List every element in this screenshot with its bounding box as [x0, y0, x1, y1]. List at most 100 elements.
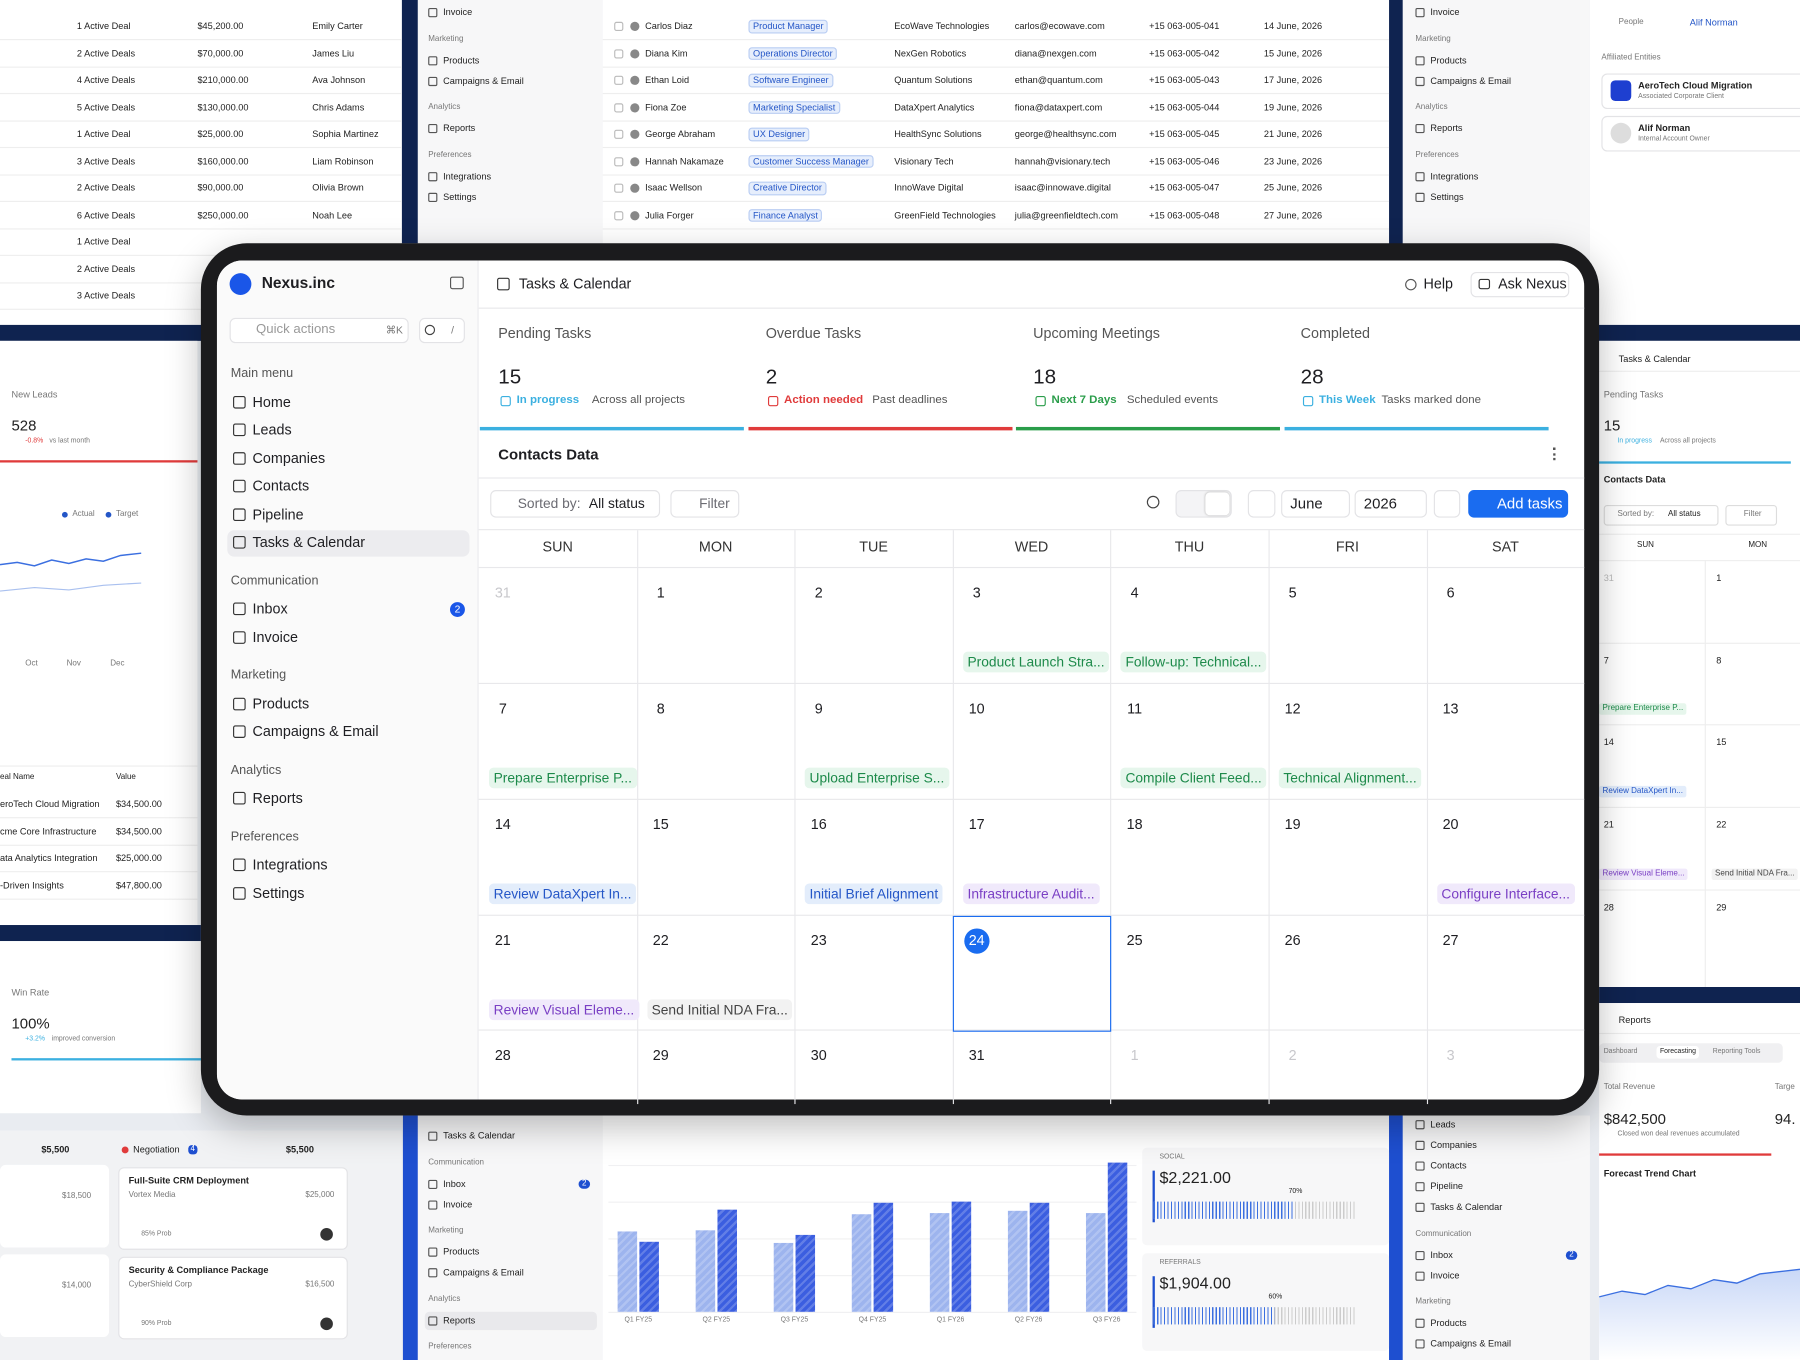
event[interactable]: Technical Alignment... — [1278, 767, 1422, 789]
add-button[interactable] — [1468, 490, 1569, 518]
text: Software Engineer — [748, 73, 834, 87]
year-select[interactable] — [1354, 490, 1427, 518]
next-button[interactable] — [1433, 490, 1461, 518]
grid-line — [608, 1164, 1137, 1167]
text: 29 — [1716, 902, 1727, 913]
text: Tasks & Calendar — [443, 1130, 516, 1142]
day-number: 18 — [1126, 816, 1143, 833]
stat-value: 28 — [1300, 365, 1324, 389]
event[interactable]: Initial Brief Alignment — [804, 883, 943, 905]
text: Filter — [699, 495, 730, 512]
help-button[interactable]: Help — [1423, 276, 1453, 293]
text: Campaigns & Email — [1430, 1338, 1512, 1349]
nav-item[interactable]: Companies — [252, 449, 326, 466]
month-select[interactable] — [1281, 490, 1351, 518]
divider — [1599, 560, 1800, 562]
text: Alif Norman — [1689, 17, 1738, 28]
tab[interactable]: Forecasting — [1656, 1046, 1700, 1059]
event[interactable]: Infrastructure Audit... — [962, 883, 1100, 905]
text: Noah Lee — [312, 209, 353, 221]
text: DataXpert Analytics — [894, 101, 975, 113]
nav-item[interactable]: Home — [252, 393, 291, 410]
tab[interactable]: Reporting Tools — [1712, 1048, 1761, 1056]
stat-note: Across all projects — [591, 393, 686, 407]
day-number: 29 — [652, 1047, 669, 1064]
nav-item[interactable]: Products — [252, 695, 310, 712]
divider — [952, 530, 954, 1105]
row-divider — [0, 119, 402, 122]
text: Contacts Data — [1603, 474, 1666, 485]
stat-tag: Action needed — [784, 393, 864, 407]
sort-button[interactable] — [490, 490, 661, 518]
text: -0.8% — [25, 437, 44, 445]
text: 15 — [1716, 737, 1727, 748]
day-number: 3 — [1446, 1047, 1455, 1064]
panel-title: Contacts Data — [498, 445, 599, 463]
line-chart — [1598, 1239, 1800, 1360]
avatar — [630, 129, 640, 139]
text: $34,500.00 — [115, 826, 162, 837]
text: Reports — [1430, 123, 1463, 134]
section-title: Marketing — [230, 668, 287, 683]
event[interactable]: Follow-up: Technical... — [1120, 651, 1267, 673]
text: 23 June, 2026 — [1263, 155, 1323, 167]
nav-item[interactable]: Campaigns & Email — [252, 723, 379, 740]
nav-item[interactable]: Reports — [252, 790, 303, 807]
row-divider — [0, 844, 198, 846]
day-number: 16 — [810, 816, 827, 833]
prev-button[interactable] — [1247, 490, 1276, 518]
bar — [951, 1201, 972, 1312]
text: SUN — [1636, 541, 1654, 550]
text: InnoWave Digital — [894, 182, 964, 194]
text: 6 Active Deals — [76, 209, 136, 221]
day-number: 12 — [1284, 700, 1301, 717]
collapse-button[interactable] — [450, 276, 464, 290]
text: NexGen Robotics — [894, 47, 967, 59]
event[interactable]: Compile Client Feed... — [1120, 767, 1267, 789]
stat-note: Past deadlines — [872, 393, 948, 407]
event[interactable]: Review DataXpert In... — [489, 883, 637, 905]
text: carlos@ecowave.com — [1014, 20, 1105, 32]
text: julia@greenfieldtech.com — [1014, 209, 1119, 221]
search-button[interactable] — [1146, 495, 1160, 509]
menu-button[interactable] — [1553, 447, 1556, 461]
nav-item[interactable]: Invoice — [252, 628, 299, 645]
nav-item[interactable]: Tasks & Calendar — [252, 534, 366, 551]
text: 85% Prob — [141, 1230, 172, 1238]
stat-tag: In progress — [516, 393, 580, 407]
nav-item[interactable]: Settings — [252, 884, 305, 901]
text: 31 — [1603, 572, 1614, 584]
text: Win Rate — [11, 987, 50, 998]
text: +15 063-005-043 — [1149, 74, 1220, 86]
ask-button[interactable] — [1470, 272, 1570, 298]
filter-button[interactable] — [670, 490, 740, 518]
text: +15 063-005-048 — [1149, 209, 1220, 221]
weekday: MON — [698, 538, 733, 555]
event[interactable]: Review Visual Eleme... — [489, 999, 639, 1021]
event[interactable]: Product Launch Stra... — [962, 651, 1110, 673]
nav-item[interactable]: Pipeline — [252, 506, 304, 523]
day-number: 30 — [810, 1047, 827, 1064]
event[interactable]: Send Initial NDA Fra... — [646, 999, 793, 1021]
nav-item[interactable]: Inbox — [252, 600, 288, 617]
quick-actions[interactable] — [229, 317, 409, 344]
event[interactable]: Prepare Enterprise P... — [489, 767, 637, 789]
text: Tasks & Calendar — [1430, 1201, 1503, 1213]
nav-item[interactable]: Leads — [252, 421, 292, 438]
tab[interactable]: Dashboard — [1603, 1048, 1638, 1056]
nav-item[interactable]: Contacts — [252, 478, 310, 495]
text: Negotiation — [133, 1144, 180, 1155]
nav-item[interactable]: Integrations — [252, 856, 328, 873]
stat-bar — [11, 1058, 201, 1061]
event[interactable]: Configure Interface... — [1436, 883, 1575, 905]
text: REFERRALS — [1159, 1259, 1201, 1267]
event[interactable]: Upload Enterprise S... — [804, 767, 949, 789]
brand[interactable]: Nexus.inc — [261, 274, 335, 292]
divider — [1599, 889, 1800, 891]
icon — [428, 1199, 438, 1210]
text: 3 Active Deals — [76, 155, 136, 167]
panel — [1589, 0, 1800, 325]
day-number: 9 — [814, 700, 823, 717]
text: Nov — [66, 659, 81, 668]
text: 94. — [1774, 1110, 1796, 1128]
